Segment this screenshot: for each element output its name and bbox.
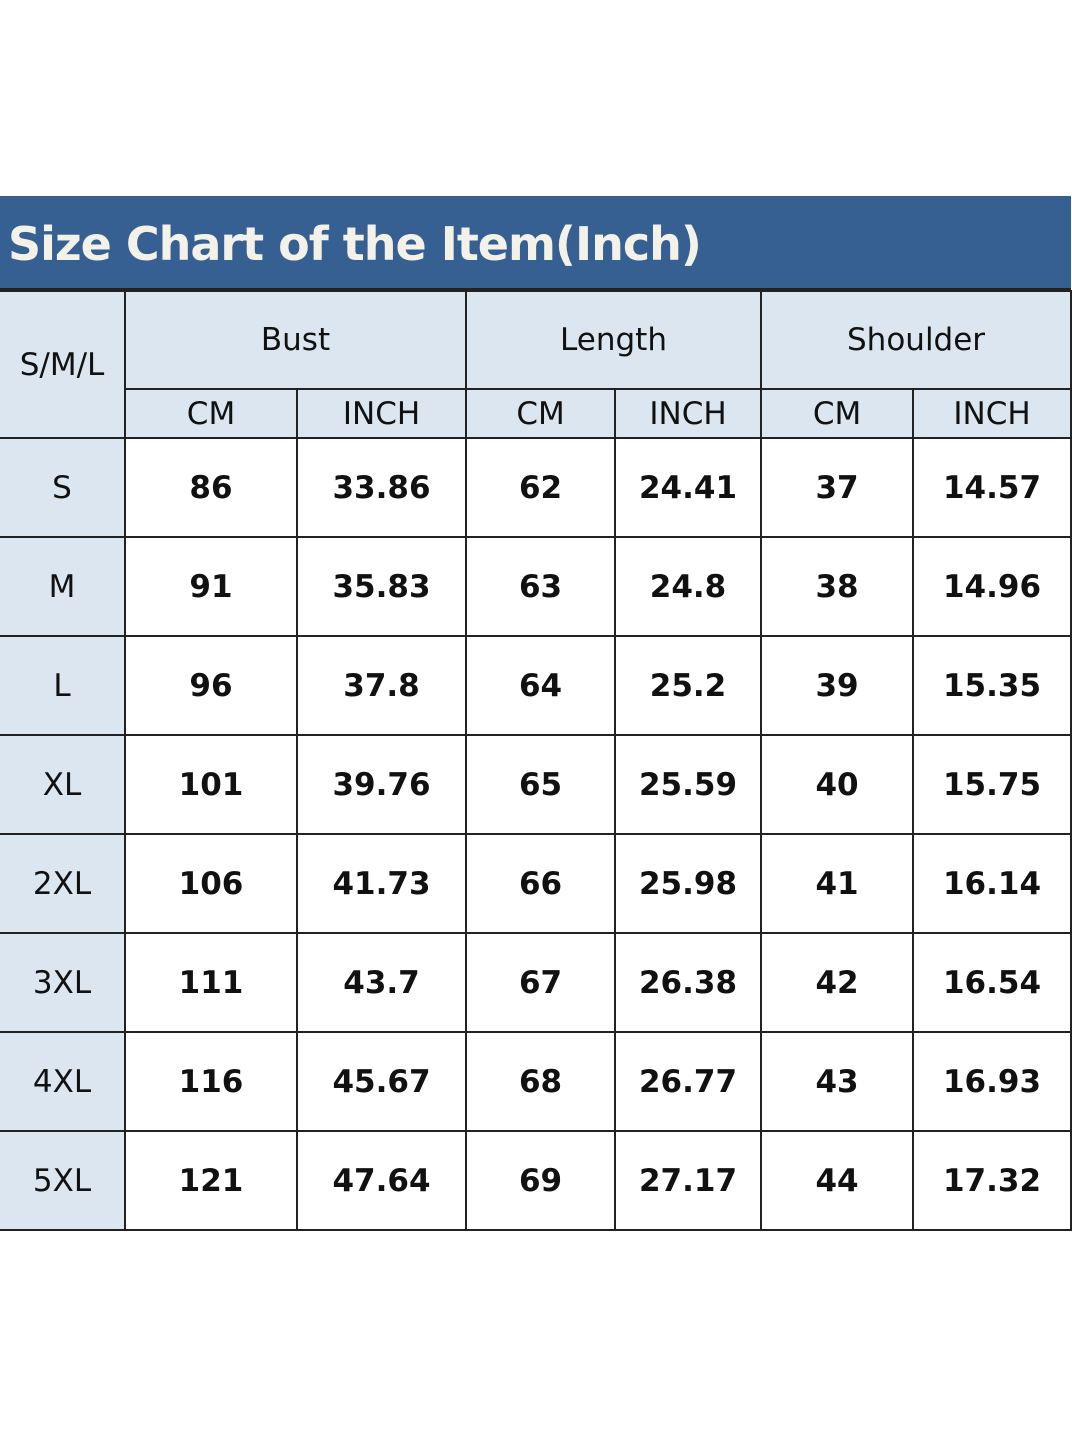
value-cell: 66: [465, 833, 617, 934]
value-cell: 111: [124, 932, 298, 1033]
value-cell: 14.96: [912, 536, 1072, 637]
value-cell: 69: [465, 1130, 617, 1231]
value-cell: 96: [124, 635, 298, 736]
size-cell: L: [0, 635, 126, 736]
value-cell: 37: [760, 437, 915, 538]
value-cell: 91: [124, 536, 298, 637]
value-cell: 16.14: [912, 833, 1072, 934]
value-cell: 67: [465, 932, 617, 1033]
value-cell: 25.98: [614, 833, 763, 934]
table-row: 5XL 121 47.64 69 27.17 44 17.32: [0, 1130, 1072, 1231]
size-cell: XL: [0, 734, 126, 835]
table-row: S 86 33.86 62 24.41 37 14.57: [0, 437, 1072, 538]
value-cell: 62: [465, 437, 617, 538]
value-cell: 16.93: [912, 1031, 1072, 1132]
value-cell: 65: [465, 734, 617, 835]
value-cell: 40: [760, 734, 915, 835]
value-cell: 33.86: [295, 437, 468, 538]
value-cell: 63: [465, 536, 617, 637]
value-cell: 39: [760, 635, 915, 736]
value-cell: 106: [124, 833, 298, 934]
value-cell: 43: [760, 1031, 915, 1132]
size-cell: M: [0, 536, 126, 637]
value-cell: 39.76: [295, 734, 468, 835]
size-cell: 3XL: [0, 932, 126, 1033]
unit-header: CM: [124, 388, 298, 439]
table-row: 3XL 111 43.7 67 26.38 42 16.54: [0, 932, 1072, 1033]
value-cell: 25.59: [614, 734, 763, 835]
value-cell: 43.7: [295, 932, 468, 1033]
table-row: M 91 35.83 63 24.8 38 14.96: [0, 536, 1072, 637]
value-cell: 26.38: [614, 932, 763, 1033]
value-cell: 101: [124, 734, 298, 835]
chart-title: Size Chart of the Item(Inch): [0, 196, 1071, 290]
value-cell: 15.35: [912, 635, 1072, 736]
unit-header: INCH: [614, 388, 763, 439]
value-cell: 35.83: [295, 536, 468, 637]
value-cell: 42: [760, 932, 915, 1033]
table-row: L 96 37.8 64 25.2 39 15.35: [0, 635, 1072, 736]
value-cell: 44: [760, 1130, 915, 1231]
value-cell: 64: [465, 635, 617, 736]
value-cell: 24.8: [614, 536, 763, 637]
value-cell: 86: [124, 437, 298, 538]
table-row: XL 101 39.76 65 25.59 40 15.75: [0, 734, 1072, 835]
value-cell: 17.32: [912, 1130, 1072, 1231]
group-header-length: Length: [465, 290, 763, 390]
value-cell: 16.54: [912, 932, 1072, 1033]
table-row: 4XL 116 45.67 68 26.77 43 16.93: [0, 1031, 1072, 1132]
value-cell: 37.8: [295, 635, 468, 736]
size-cell: S: [0, 437, 126, 538]
value-cell: 27.17: [614, 1130, 763, 1231]
group-header-row: S/M/L Bust Length Shoulder: [0, 290, 1072, 439]
table-row: 2XL 106 41.73 66 25.98 41 16.14: [0, 833, 1072, 934]
value-cell: 41: [760, 833, 915, 934]
value-cell: 45.67: [295, 1031, 468, 1132]
unit-header: INCH: [912, 388, 1072, 439]
size-cell: 5XL: [0, 1130, 126, 1231]
size-chart: Size Chart of the Item(Inch) S/M/L Bust …: [0, 196, 1072, 1231]
unit-header: CM: [760, 388, 915, 439]
unit-header-row: CM INCH CM INCH CM INCH: [0, 388, 1072, 439]
value-cell: 38: [760, 536, 915, 637]
value-cell: 68: [465, 1031, 617, 1132]
group-header-shoulder: Shoulder: [760, 290, 1072, 390]
size-cell: 4XL: [0, 1031, 126, 1132]
value-cell: 41.73: [295, 833, 468, 934]
value-cell: 26.77: [614, 1031, 763, 1132]
size-cell: 2XL: [0, 833, 126, 934]
size-column-header: S/M/L: [0, 290, 126, 439]
value-cell: 15.75: [912, 734, 1072, 835]
value-cell: 24.41: [614, 437, 763, 538]
value-cell: 14.57: [912, 437, 1072, 538]
value-cell: 47.64: [295, 1130, 468, 1231]
value-cell: 25.2: [614, 635, 763, 736]
value-cell: 116: [124, 1031, 298, 1132]
unit-header: INCH: [295, 388, 468, 439]
group-header-bust: Bust: [123, 290, 468, 390]
unit-header: CM: [465, 388, 617, 439]
size-table: S/M/L Bust Length Shoulder CM INCH CM IN…: [0, 290, 1072, 1231]
value-cell: 121: [124, 1130, 298, 1231]
